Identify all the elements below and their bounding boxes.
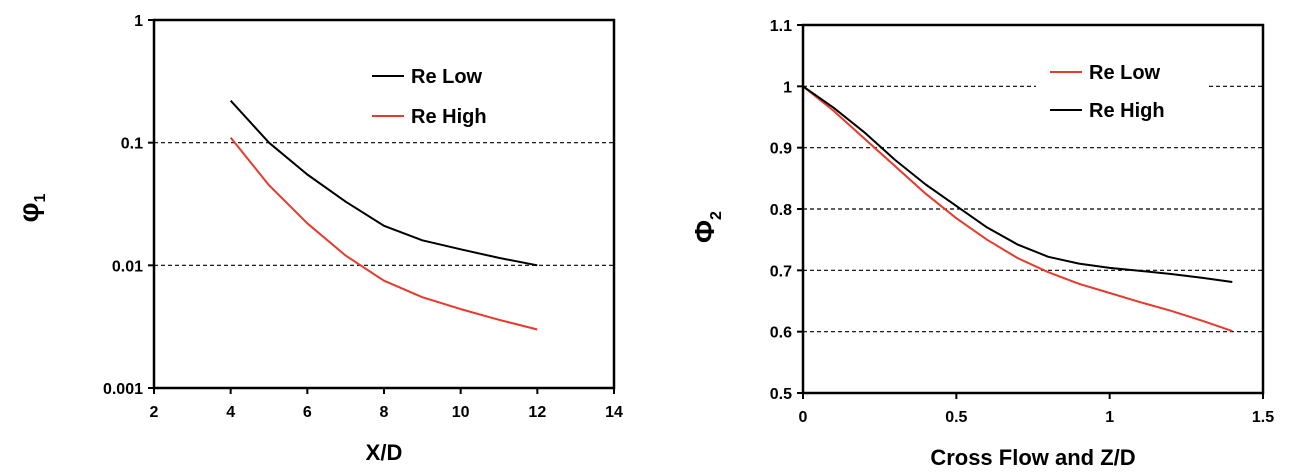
chart2-legend-background [1036,56,1206,128]
chart1-legend-label-re-low: Re Low [411,66,483,88]
chart1-y-axis-symbol: φ [13,202,44,222]
chart1-x-tick-label-0: 2 [150,404,159,421]
chart1-y-tick-label-2: 0.1 [121,136,143,153]
chart2-y-tick-label-1: 0.6 [770,325,792,342]
chart1-x-tick-label-5: 12 [528,404,546,421]
chart1-y-tick-label-1: 0.01 [112,258,143,275]
chart2-y-tick-label-3: 0.8 [770,202,792,219]
chart2-x-tick-label-1: 0.5 [945,409,967,426]
chart2-series-line-re-low [802,85,1233,333]
chart1-x-tick-label-4: 10 [452,404,470,421]
chart2-y-tick-label-5: 1 [783,79,792,96]
chart2-y-tick-label-2: 0.7 [770,263,792,280]
chart2-y-tick-label-6: 1.1 [770,18,792,35]
chart2-y-axis-label: Φ2 [689,211,725,243]
chart2-y-axis-subscript: 2 [708,211,725,220]
chart1-x-axis-label: X/D [366,440,403,465]
chart1-x-tick-label-6: 14 [605,404,623,421]
chart2-x-tick-label-0: 0 [799,409,808,426]
chart2-series-line-re-high [802,85,1233,283]
chart2-legend-label-re-low: Re Low [1089,62,1161,84]
chart1-y-tick-label-3: 1 [134,13,143,30]
chart2-y-tick-label-4: 0.9 [770,141,792,158]
chart2-x-axis-label: Cross Flow and Z/D [930,445,1135,470]
chart1-x-tick-label-3: 8 [380,404,389,421]
chart1-series-line-re-low [229,100,538,267]
chart1-y-axis-label: φ1 [13,193,49,222]
chart1-y-axis-subscript: 1 [32,193,49,202]
chart2: Re Low Re High 0 0.5 1 1.5 0.5 0.6 0.7 0.8 0.9 1 1.1… [689,18,1274,470]
chart2-legend-label-re-high: Re High [1089,100,1165,122]
chart1-legend-label-re-high: Re High [411,106,487,128]
chart1-series-line-re-high [229,136,538,331]
chart2-y-axis-symbol: Φ [689,220,720,243]
chart1: Re Low Re High 2 4 6 8 10 12 14 0.001 0.01 0.1 1 X/D φ… [13,13,623,465]
chart2-y-tick-label-0: 0.5 [770,386,792,403]
chart2-x-tick-label-2: 1 [1105,409,1114,426]
chart1-x-tick-label-2: 6 [303,404,312,421]
chart2-x-tick-label-3: 1.5 [1252,409,1274,426]
chart1-x-tick-label-1: 4 [226,404,235,421]
chart1-y-tick-label-0: 0.001 [103,381,143,398]
